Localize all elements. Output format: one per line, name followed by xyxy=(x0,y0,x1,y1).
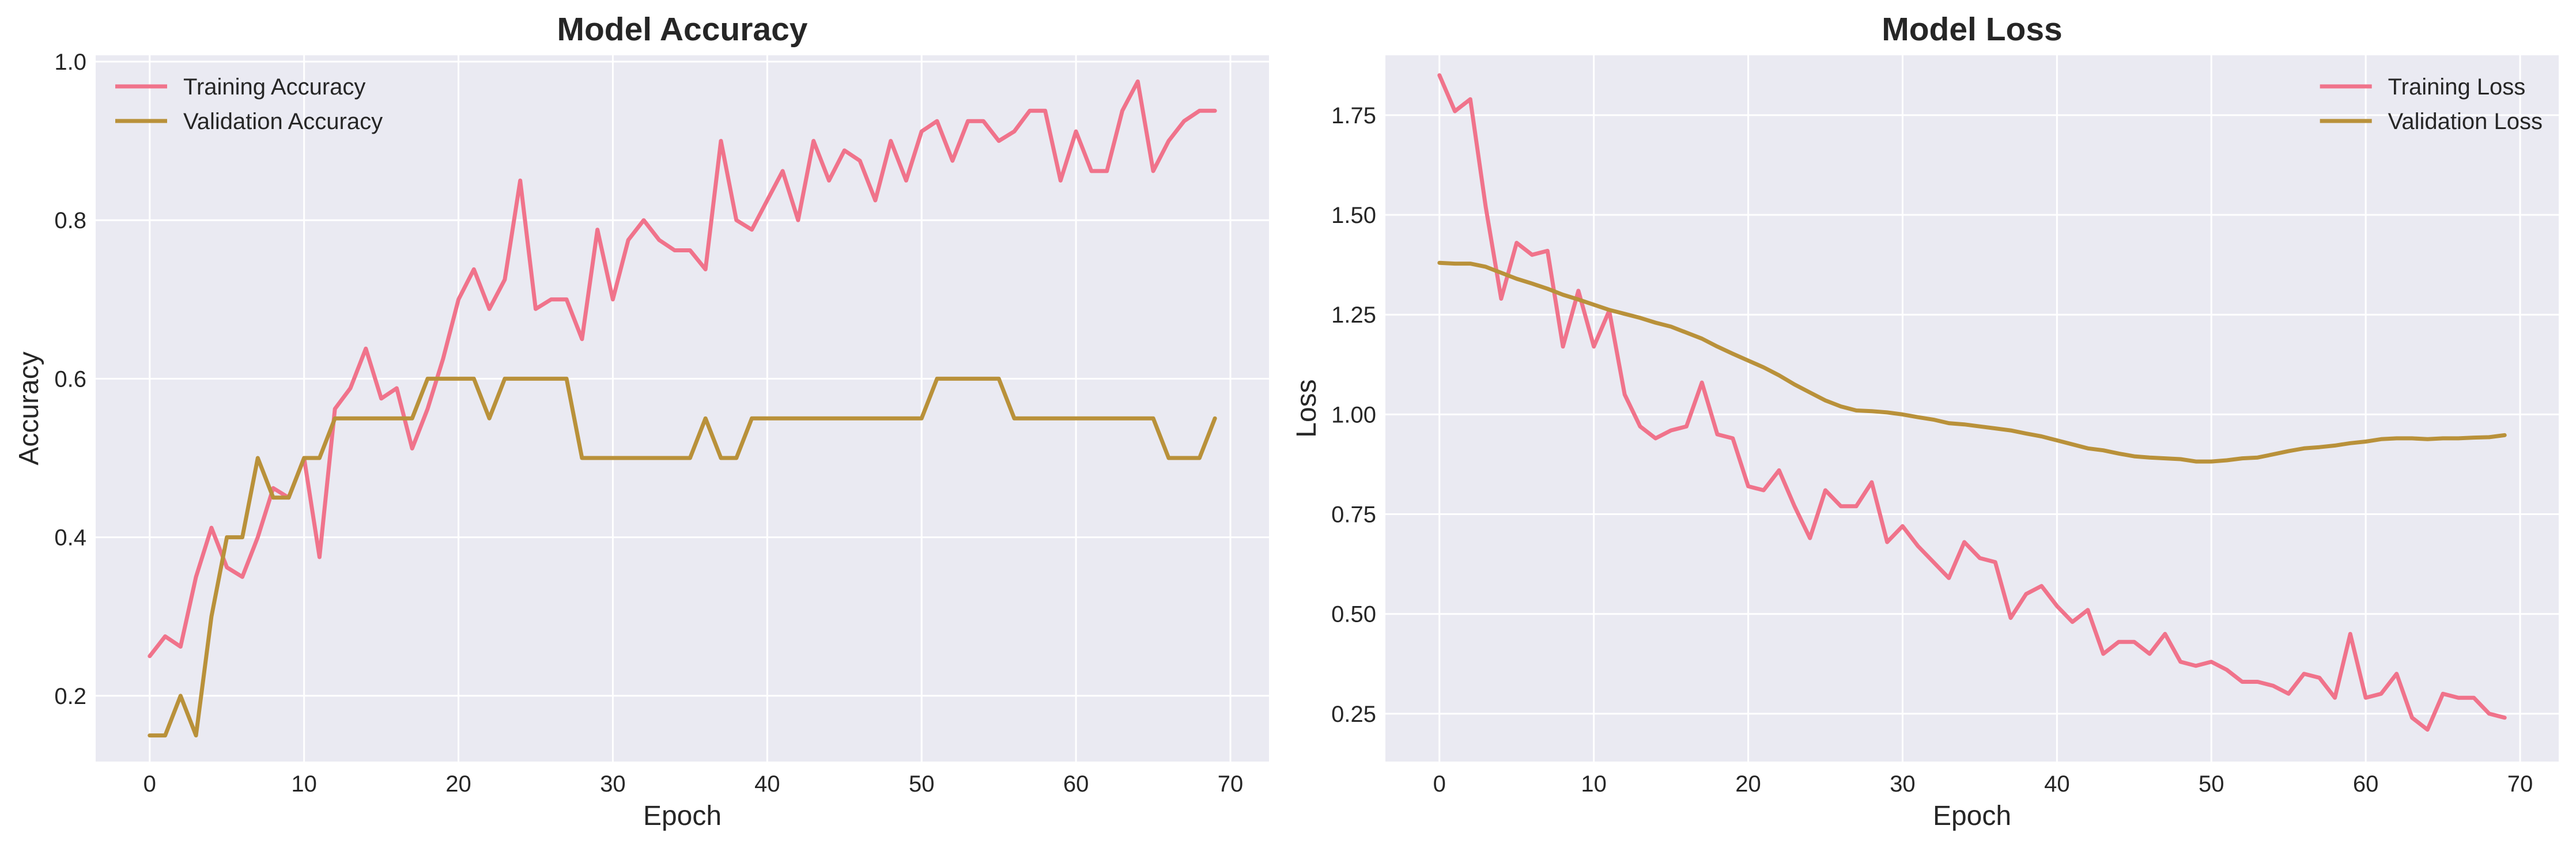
x-tick-label: 10 xyxy=(1581,771,1607,797)
y-axis-label: Accuracy xyxy=(14,351,44,465)
x-tick-label: 70 xyxy=(2507,771,2533,797)
y-tick-label: 1.25 xyxy=(1331,302,1376,328)
y-tick-label: 0.8 xyxy=(54,208,86,233)
legend-label: Validation Loss xyxy=(2388,109,2543,134)
y-tick-label: 0.25 xyxy=(1331,702,1376,727)
chart-title: Model Loss xyxy=(1882,11,2063,48)
x-tick-label: 0 xyxy=(1433,771,1446,797)
y-tick-label: 1.50 xyxy=(1331,203,1376,228)
x-tick-label: 40 xyxy=(2044,771,2070,797)
x-tick-label: 0 xyxy=(143,771,156,797)
series-line-training-loss xyxy=(1437,73,2507,732)
x-tick-label: 20 xyxy=(1735,771,1761,797)
x-tick-label: 30 xyxy=(1890,771,1916,797)
x-tick-label: 60 xyxy=(1063,771,1089,797)
y-tick-label: 0.2 xyxy=(54,684,86,709)
series-line-validation-accuracy xyxy=(148,376,1217,738)
x-tick-label: 40 xyxy=(754,771,780,797)
plot-area xyxy=(1385,55,2559,762)
y-tick-label: 0.6 xyxy=(54,366,86,392)
y-tick-label: 1.0 xyxy=(54,50,86,75)
y-tick-label: 0.4 xyxy=(54,525,86,551)
x-tick-label: 50 xyxy=(2199,771,2224,797)
x-tick-label: 50 xyxy=(909,771,935,797)
series-line-validation-loss xyxy=(1437,260,2507,464)
x-axis-label: Epoch xyxy=(643,801,722,831)
legend-label: Validation Accuracy xyxy=(183,109,383,134)
loss-chart: 0 10 20 30 40 50 60 70 0.25 0.50 0.75 1.00 1.25 1.50 1… xyxy=(1291,11,2559,831)
series-line-training-accuracy xyxy=(148,79,1217,658)
x-axis-label: Epoch xyxy=(1933,801,2011,831)
chart-title: Model Accuracy xyxy=(557,11,807,48)
legend-label: Training Loss xyxy=(2388,74,2526,100)
legend-label: Training Accuracy xyxy=(183,74,365,100)
x-tick-label: 20 xyxy=(445,771,471,797)
accuracy-chart: 0 10 20 30 40 50 60 70 0.2 0.4 0.6 0.8 1.0 Model Accu… xyxy=(14,11,1269,831)
y-tick-label: 0.75 xyxy=(1331,502,1376,528)
x-tick-label: 10 xyxy=(291,771,317,797)
x-tick-label: 60 xyxy=(2353,771,2379,797)
y-tick-label: 0.50 xyxy=(1331,602,1376,627)
y-axis-label: Loss xyxy=(1291,379,1322,437)
y-tick-label: 1.75 xyxy=(1331,103,1376,128)
x-tick-label: 70 xyxy=(1218,771,1244,797)
x-tick-label: 30 xyxy=(600,771,626,797)
y-tick-label: 1.00 xyxy=(1331,402,1376,427)
plot-area xyxy=(96,55,1269,762)
